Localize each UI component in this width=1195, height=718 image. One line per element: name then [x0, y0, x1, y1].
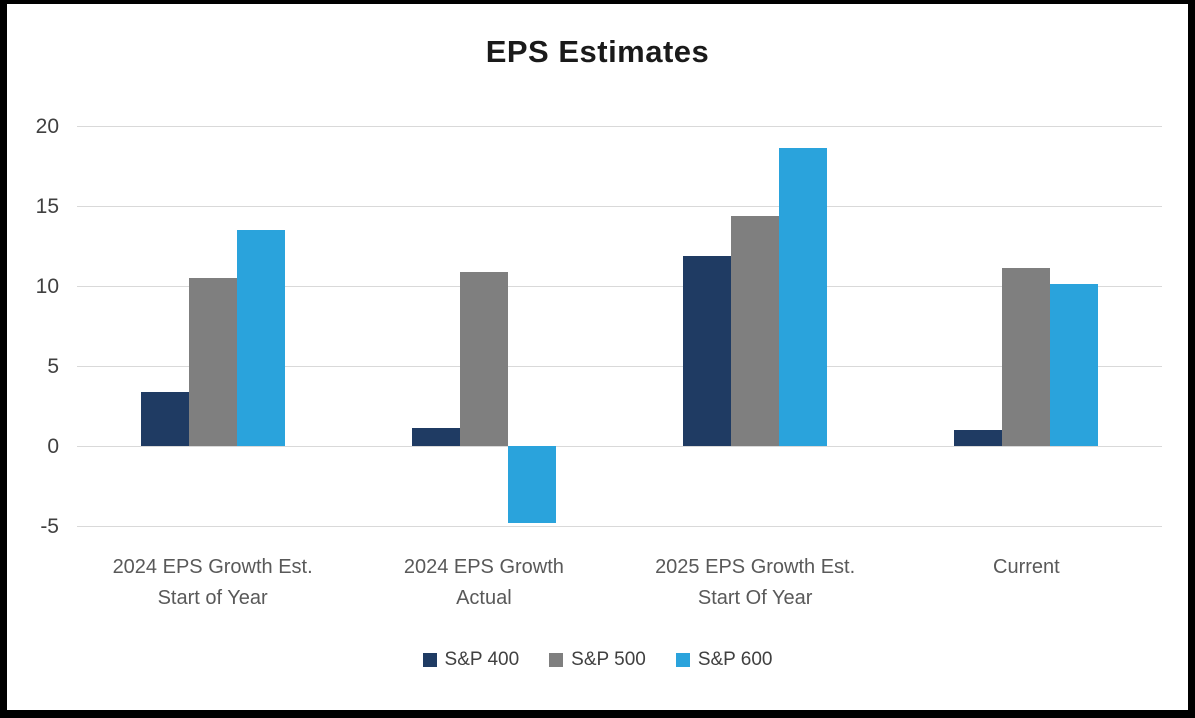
category-label-line: Start of Year	[157, 587, 268, 609]
bar-sp600-cat3	[1050, 284, 1099, 446]
legend-swatch-icon	[422, 653, 437, 667]
gridline	[77, 206, 1162, 207]
y-tick-label: 0	[47, 435, 59, 458]
y-tick-label: -5	[40, 515, 59, 538]
legend-label: S&P 500	[571, 649, 646, 670]
category-label-line: 2025 EPS Growth Est.	[655, 556, 856, 578]
y-tick-label: 15	[35, 195, 59, 218]
category-label-line: Current	[993, 556, 1060, 578]
bar-sp600-cat0	[236, 230, 285, 446]
legend-label: S&P 400	[444, 649, 520, 670]
legend-swatch-icon	[549, 653, 564, 667]
legend-item-sp400: S&P 400	[422, 649, 520, 671]
y-axis: 20 15 10 5 0 -5	[7, 116, 59, 537]
y-tick-label: 20	[35, 115, 59, 138]
category-label: 2024 EPS Growth Actual	[348, 552, 619, 614]
plot-area	[77, 126, 1162, 527]
legend-item-sp500: S&P 500	[549, 649, 646, 671]
bar-sp500-cat0	[188, 278, 237, 446]
bar-sp400-cat3	[954, 430, 1003, 446]
category-label-line: Start Of Year	[697, 587, 813, 609]
bar-sp600-cat1	[507, 446, 556, 523]
gridline	[77, 446, 1162, 447]
legend-item-sp600: S&P 600	[675, 649, 773, 671]
category-label-line: 2024 EPS Growth Est.	[112, 556, 313, 578]
category-label: 2025 EPS Growth Est. Start Of Year	[620, 552, 891, 614]
legend: S&P 400 S&P 500 S&P 600	[7, 649, 1188, 671]
chart-title: EPS Estimates	[485, 34, 710, 69]
y-tick-label: 5	[47, 355, 59, 378]
legend-label: S&P 600	[697, 649, 773, 670]
bar-sp500-cat3	[1002, 268, 1051, 446]
legend-swatch-icon	[675, 653, 690, 667]
category-label-line: 2024 EPS Growth	[403, 556, 564, 578]
bar-sp600-cat2	[779, 148, 828, 446]
bar-sp500-cat1	[459, 271, 508, 446]
category-label-line: Actual	[456, 587, 512, 609]
gridline	[77, 366, 1162, 367]
y-tick-label: 10	[35, 275, 59, 298]
bar-sp400-cat2	[683, 255, 732, 446]
category-label: 2024 EPS Growth Est. Start of Year	[77, 552, 348, 614]
bar-sp400-cat1	[411, 428, 460, 446]
bar-sp400-cat0	[140, 391, 189, 446]
category-label: Current	[891, 552, 1162, 614]
x-axis-labels: 2024 EPS Growth Est. Start of Year 2024 EP…	[77, 552, 1162, 614]
gridline	[77, 126, 1162, 127]
bar-sp500-cat2	[731, 215, 780, 446]
gridline	[77, 526, 1162, 527]
gridline	[77, 286, 1162, 287]
